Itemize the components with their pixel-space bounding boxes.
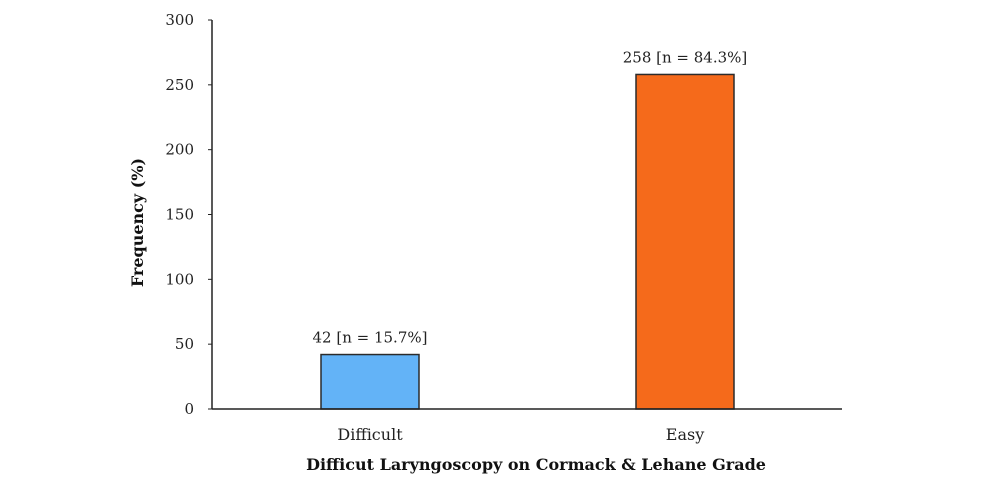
- data-label-difficult: 42 [n = 15.7%]: [313, 329, 428, 347]
- y-axis-title: Frequency (%): [128, 158, 147, 287]
- y-tick-label: 250: [165, 76, 194, 94]
- bars: [320, 73, 735, 410]
- y-tick-label: 200: [165, 141, 194, 159]
- data-label-easy: 258 [n = 84.3%]: [623, 48, 748, 66]
- bar-easy: [635, 73, 735, 410]
- y-tick-label: 100: [165, 270, 194, 288]
- data-labels: 42 [n = 15.7%] 258 [n = 84.3%]: [313, 48, 748, 346]
- y-tick-label: 300: [165, 11, 194, 29]
- x-tick-label-easy: Easy: [666, 425, 704, 444]
- y-tick-label: 0: [184, 400, 194, 418]
- y-axis-ticks: 0 50 100 150 200 250 300: [165, 11, 212, 418]
- x-axis-categories: Difficult Easy: [337, 425, 704, 444]
- x-tick-label-difficult: Difficult: [337, 425, 403, 444]
- y-tick-label: 150: [165, 206, 194, 224]
- x-axis-title: Difficut Laryngoscopy on Cormack & Lehan…: [306, 455, 766, 474]
- bar-difficult: [320, 353, 420, 410]
- y-tick-label: 50: [175, 335, 194, 353]
